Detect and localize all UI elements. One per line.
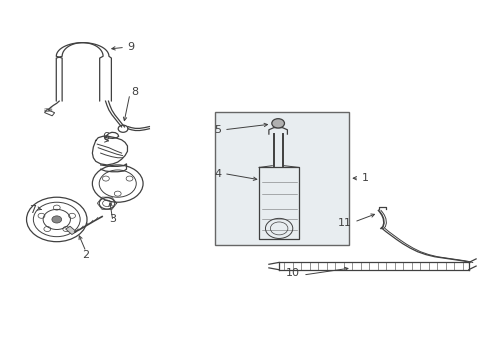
Text: 9: 9	[127, 42, 134, 52]
Text: 5: 5	[214, 125, 221, 135]
Text: 3: 3	[109, 215, 116, 224]
Bar	[215, 112, 348, 244]
Bar	[65, 226, 76, 234]
Text: 8: 8	[131, 87, 138, 97]
Circle shape	[52, 216, 61, 223]
Text: 7: 7	[29, 206, 36, 216]
Text: 1: 1	[361, 173, 368, 183]
Text: 6: 6	[102, 132, 109, 142]
Bar	[44, 109, 55, 116]
Circle shape	[271, 119, 284, 128]
Text: 4: 4	[214, 168, 221, 179]
Text: 11: 11	[337, 218, 351, 228]
Text: 2: 2	[82, 250, 89, 260]
Text: 10: 10	[285, 268, 300, 278]
